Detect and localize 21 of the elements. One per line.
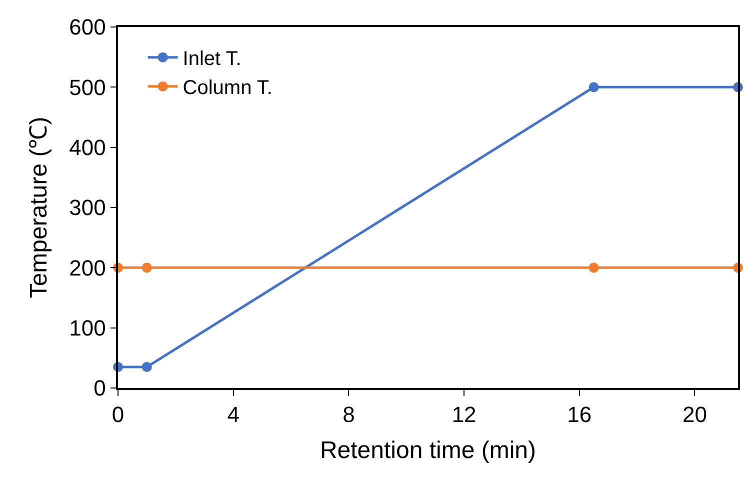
y-tick-label: 200 <box>69 255 106 280</box>
y-tick-label: 100 <box>69 316 106 341</box>
y-tick-label: 600 <box>69 14 106 40</box>
y-tick-label: 0 <box>94 376 106 401</box>
x-tick-label: 8 <box>342 402 355 428</box>
y-axis-title: Temperature (℃) <box>26 116 53 298</box>
x-tick-label: 0 <box>112 402 124 428</box>
y-tick-label: 300 <box>69 195 106 220</box>
point <box>588 262 599 273</box>
x-tick-label: 4 <box>227 402 240 428</box>
x-tick-label: 12 <box>452 402 476 428</box>
point <box>142 362 152 372</box>
legend-label: Inlet T. <box>182 48 242 70</box>
x-axis-title: Retention time (min) <box>320 436 536 464</box>
x-tick-label: 16 <box>567 402 592 428</box>
y-tick-label: 400 <box>69 135 106 160</box>
y-tick-label: 500 <box>69 74 106 100</box>
legend-label: Column T. <box>182 77 272 100</box>
point <box>588 82 599 92</box>
x-tick-label: 20 <box>682 402 707 428</box>
point <box>142 262 152 273</box>
